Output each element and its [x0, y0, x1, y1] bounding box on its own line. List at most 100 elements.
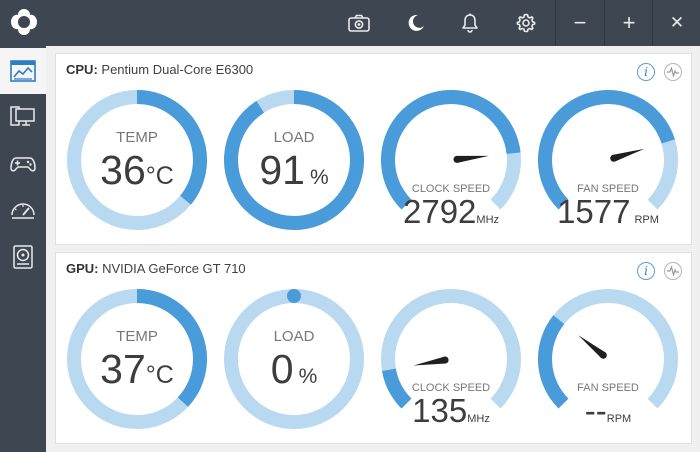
gpu-clock-label: CLOCK SPEED	[411, 382, 491, 394]
gpu-panel: GPU: NVIDIA GeForce GT 710 i TEMP 37°C L…	[55, 252, 692, 444]
gauge-needle	[612, 148, 645, 162]
gpu-load-unit: %	[298, 365, 318, 388]
cpu-temp-number: 36	[100, 147, 146, 193]
bell-icon	[462, 13, 478, 33]
gpu-name: NVIDIA GeForce GT 710	[102, 261, 246, 276]
sidebar	[0, 46, 46, 452]
cpu-temp-unit: °C	[145, 162, 174, 190]
info-icon: i	[644, 65, 648, 79]
app-logo-icon	[11, 9, 37, 35]
cpu-temp-gauge: TEMP 36°C	[66, 89, 208, 231]
theme-toggle-button[interactable]	[397, 0, 435, 46]
gpu-graph-button[interactable]	[664, 262, 682, 280]
sidebar-item-dashboard[interactable]	[0, 48, 46, 94]
cpu-fan-number: 1577	[557, 193, 631, 230]
cpu-clock-dial	[381, 90, 521, 210]
cpu-clock-gauge: CLOCK SPEED 2792MHz	[380, 89, 522, 231]
sidebar-item-games[interactable]	[0, 141, 46, 187]
gauge-value-arc	[538, 315, 569, 409]
needle-hub	[441, 356, 449, 364]
gpu-clock-value: 135MHz	[380, 392, 522, 430]
gpu-temp-label: TEMP	[116, 328, 158, 345]
gauge-needle	[456, 155, 489, 163]
gpu-fan-value: --RPM	[537, 392, 679, 430]
speedometer-icon	[11, 203, 35, 219]
cpu-temp-ring	[67, 90, 207, 230]
gauge-value-arc	[538, 90, 675, 210]
cpu-clock-label: CLOCK SPEED	[411, 183, 491, 195]
gauge-needle	[578, 335, 606, 358]
gear-icon	[516, 13, 536, 33]
gpu-load-value: 0%	[223, 346, 365, 393]
gpu-load-number: 0	[270, 346, 294, 392]
gpu-clock-gauge: CLOCK SPEED 135MHz	[380, 288, 522, 430]
waveform-icon	[667, 67, 679, 77]
gpu-temp-number: 37	[100, 346, 146, 392]
camera-icon	[348, 14, 370, 32]
info-icon: i	[644, 264, 648, 278]
gpu-temp-ring	[67, 289, 207, 429]
gauge-value-arc	[382, 368, 412, 409]
gpu-fan-dial	[538, 289, 678, 409]
cpu-load-unit: %	[309, 166, 329, 189]
needle-hub	[610, 154, 618, 162]
minimize-button[interactable]: −	[573, 10, 587, 35]
toolbar-divider	[652, 0, 653, 46]
monitor-icon	[10, 106, 35, 126]
moon-icon	[408, 14, 424, 31]
cpu-fan-value: 1577 RPM	[537, 193, 679, 231]
cpu-info-button[interactable]: i	[637, 63, 655, 81]
gpu-load-gauge: LOAD 0%	[223, 288, 365, 430]
waveform-icon	[667, 266, 679, 276]
title-bar: − + ✕	[0, 0, 700, 46]
cpu-fan-unit: RPM	[634, 214, 659, 226]
maximize-button[interactable]: +	[622, 10, 636, 35]
needle-hub	[599, 351, 607, 359]
sidebar-item-performance[interactable]	[0, 187, 46, 233]
gpu-label: GPU:	[66, 261, 99, 276]
gauge-value-arc	[136, 90, 207, 205]
gpu-fan-unit: RPM	[606, 413, 632, 425]
cpu-load-gauge: LOAD 91%	[223, 89, 365, 231]
cpu-load-ring	[224, 90, 364, 230]
gauge-value-arc	[287, 289, 301, 303]
gpu-fan-label: FAN SPEED	[577, 382, 639, 394]
cpu-label: CPU:	[66, 62, 98, 77]
sidebar-item-system[interactable]	[0, 94, 46, 140]
cpu-name: Pentium Dual-Core E6300	[101, 62, 254, 77]
gpu-temp-value: 37°C	[66, 346, 208, 393]
notifications-button[interactable]	[451, 0, 489, 46]
close-button[interactable]: ✕	[669, 13, 685, 32]
gpu-fan-number: --	[584, 392, 607, 429]
gpu-fan-gauge: FAN SPEED --RPM	[537, 288, 679, 430]
gauge-track	[381, 289, 521, 409]
cpu-clock-unit: MHz	[476, 214, 500, 226]
gpu-clock-dial	[381, 289, 521, 409]
screenshot-button[interactable]	[340, 0, 378, 46]
toolbar-divider	[555, 0, 556, 46]
cpu-clock-number: 2792	[402, 193, 477, 230]
cpu-panel-title: CPU: Pentium Dual-Core E6300	[66, 62, 253, 77]
gauge-needle	[413, 356, 446, 366]
gpu-panel-title: GPU: NVIDIA GeForce GT 710	[66, 261, 246, 276]
cpu-clock-value: 2792MHz	[380, 193, 522, 231]
settings-button[interactable]	[507, 0, 545, 46]
cpu-fan-label: FAN SPEED	[577, 183, 639, 195]
needle-hub	[453, 155, 461, 163]
cpu-load-number: 91	[259, 147, 305, 193]
gpu-clock-unit: MHz	[467, 413, 490, 425]
cpu-panel: CPU: Pentium Dual-Core E6300 i TEMP 36°C…	[55, 53, 692, 245]
cpu-load-value: 91%	[223, 147, 365, 194]
gauge-value-arc	[224, 90, 364, 230]
gauge-value-arc	[381, 90, 521, 210]
disk-icon	[13, 245, 33, 269]
cpu-graph-button[interactable]	[664, 63, 682, 81]
gpu-clock-number: 135	[412, 392, 468, 429]
dashboard-icon	[10, 60, 36, 82]
cpu-fan-gauge: FAN SPEED 1577 RPM	[537, 89, 679, 231]
cpu-temp-label: TEMP	[116, 129, 158, 146]
gpu-temp-unit: °C	[145, 361, 174, 389]
cpu-load-label: LOAD	[273, 129, 315, 146]
gpu-info-button[interactable]: i	[637, 262, 655, 280]
sidebar-item-storage[interactable]	[0, 234, 46, 280]
